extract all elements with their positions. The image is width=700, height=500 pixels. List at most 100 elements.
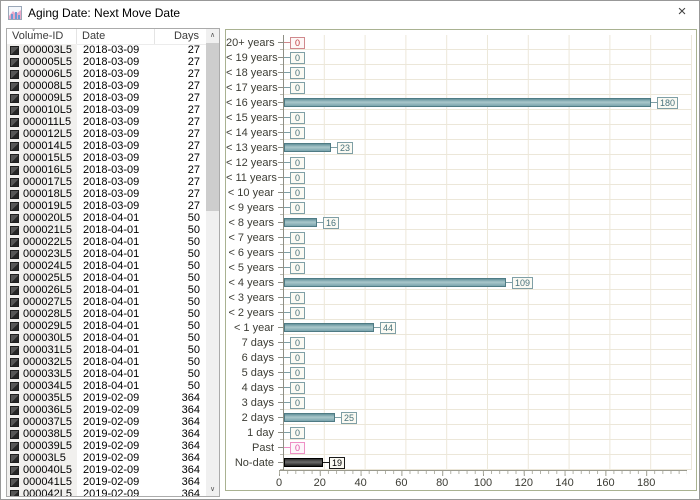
- table-row[interactable]: 000014L5 2018-03-09 27: [7, 140, 206, 152]
- table-row[interactable]: 000042L5 2019-02-09 364: [7, 488, 206, 496]
- table-row[interactable]: 000027L5 2018-04-01 50: [7, 296, 206, 308]
- date-value: 2018-04-01: [83, 212, 140, 224]
- y-axis-tick: [278, 50, 283, 65]
- days-value: 50: [187, 344, 200, 356]
- tape-cartridge-icon: [10, 465, 19, 475]
- table-row[interactable]: 000025L5 2018-04-01 50: [7, 272, 206, 284]
- table-row[interactable]: 000038L5 2019-02-09 364: [7, 428, 206, 440]
- chart-row: < 1 year 44: [226, 320, 696, 335]
- volume-id-value: 000022L5: [23, 236, 72, 248]
- volume-id-value: 000039L5: [23, 440, 72, 452]
- tape-cartridge-icon: [10, 405, 19, 415]
- bar-track: 16: [283, 215, 692, 230]
- table-row[interactable]: 000021L5 2018-04-01 50: [7, 224, 206, 236]
- bar[interactable]: [284, 218, 317, 227]
- table-row[interactable]: 000033L5 2018-04-01 50: [7, 368, 206, 380]
- chart-row: < 7 years 0: [226, 230, 696, 245]
- bar[interactable]: [284, 278, 506, 287]
- value-label: 0: [290, 126, 305, 139]
- table-row[interactable]: 000008L5 2018-03-09 27: [7, 80, 206, 92]
- category-label: 3 days: [241, 396, 274, 409]
- scrollbar-thumb[interactable]: [206, 43, 219, 211]
- value-connector: [284, 252, 290, 253]
- days-value: 364: [181, 488, 200, 496]
- scroll-up-icon[interactable]: ∧: [209, 32, 216, 39]
- bar[interactable]: [284, 98, 651, 107]
- value-label: 0: [290, 336, 305, 349]
- table-row[interactable]: 000031L5 2018-04-01 50: [7, 344, 206, 356]
- table-row[interactable]: 000026L5 2018-04-01 50: [7, 284, 206, 296]
- vertical-scrollbar[interactable]: ∧ ∨: [206, 29, 219, 496]
- days-value: 50: [187, 248, 200, 260]
- volume-id-cell: 000028L5: [7, 308, 77, 320]
- table-row[interactable]: 000024L5 2018-04-01 50: [7, 260, 206, 272]
- table-row[interactable]: 000041L5 2019-02-09 364: [7, 476, 206, 488]
- category-label: < 17 years: [226, 81, 278, 94]
- table-row[interactable]: 000011L5 2018-03-09 27: [7, 116, 206, 128]
- days-value: 50: [187, 332, 200, 344]
- table-row[interactable]: 000040L5 2019-02-09 364: [7, 464, 206, 476]
- bar[interactable]: [284, 458, 323, 467]
- scroll-down-icon[interactable]: ∨: [209, 486, 216, 493]
- category-label: < 5 years: [228, 261, 274, 274]
- table-row[interactable]: 000036L5 2019-02-09 364: [7, 404, 206, 416]
- y-axis-tick: [278, 440, 283, 455]
- table-row[interactable]: 000017L5 2018-03-09 27: [7, 176, 206, 188]
- table-row[interactable]: 000029L5 2018-04-01 50: [7, 320, 206, 332]
- table-row[interactable]: 000016L5 2018-03-09 27: [7, 164, 206, 176]
- y-axis-tick: [278, 365, 283, 380]
- volume-id-value: 000009L5: [23, 92, 72, 104]
- days-value: 364: [181, 404, 200, 416]
- table-row[interactable]: 000034L5 2018-04-01 50: [7, 380, 206, 392]
- date-value: 2018-03-09: [83, 200, 140, 212]
- bar[interactable]: [284, 323, 374, 332]
- table-row[interactable]: 000039L5 2019-02-09 364: [7, 440, 206, 452]
- table-row[interactable]: 000028L5 2018-04-01 50: [7, 308, 206, 320]
- table-row[interactable]: 000012L5 2018-03-09 27: [7, 128, 206, 140]
- volume-id-value: 000042L5: [23, 488, 72, 496]
- column-header-date[interactable]: Date: [77, 29, 155, 44]
- table-row[interactable]: 000015L5 2018-03-09 27: [7, 152, 206, 164]
- table-row[interactable]: 000035L5 2019-02-09 364: [7, 392, 206, 404]
- date-value: 2018-03-09: [83, 128, 140, 140]
- table-row[interactable]: 000032L5 2018-04-01 50: [7, 356, 206, 368]
- chart-row: < 14 years 0: [226, 125, 696, 140]
- days-value: 27: [187, 68, 200, 80]
- y-axis-tick: [278, 290, 283, 305]
- bar[interactable]: [284, 413, 335, 422]
- table-row[interactable]: 000003L5 2018-03-09 27: [7, 44, 206, 56]
- bar-track: 0: [283, 260, 692, 275]
- table-row[interactable]: 000022L5 2018-04-01 50: [7, 236, 206, 248]
- chart-row: < 6 years 0: [226, 245, 696, 260]
- value-connector: [284, 357, 290, 358]
- volume-id-cell: 000034L5: [7, 380, 77, 392]
- table-row[interactable]: 000010L5 2018-03-09 27: [7, 104, 206, 116]
- volume-id-value: 000015L5: [23, 152, 72, 164]
- table-row[interactable]: 000037L5 2019-02-09 364: [7, 416, 206, 428]
- table-row[interactable]: 000023L5 2018-04-01 50: [7, 248, 206, 260]
- table-row[interactable]: 000006L5 2018-03-09 27: [7, 68, 206, 80]
- x-axis: 0 20 40 60 80 100 120 140 160 180: [276, 470, 687, 490]
- table-row[interactable]: 000019L5 2018-03-09 27: [7, 200, 206, 212]
- table-row[interactable]: 00003L5 2019-02-09 364: [7, 452, 206, 464]
- value-label: 109: [512, 276, 534, 289]
- column-header-volume-id[interactable]: ∨ Volume-ID: [7, 29, 77, 44]
- tape-cartridge-icon: [10, 357, 19, 367]
- value-connector: [284, 387, 290, 388]
- date-value: 2019-02-09: [83, 488, 140, 496]
- table-row[interactable]: 000030L5 2018-04-01 50: [7, 332, 206, 344]
- volume-id-cell: 000019L5: [7, 200, 77, 212]
- days-value: 364: [181, 464, 200, 476]
- close-button[interactable]: ×: [677, 3, 687, 20]
- column-header-days[interactable]: Days: [155, 29, 219, 44]
- table-row[interactable]: 000005L5 2018-03-09 27: [7, 56, 206, 68]
- value-connector: [284, 402, 290, 403]
- bar-track: 0: [283, 425, 692, 440]
- bar[interactable]: [284, 143, 331, 152]
- category-label: < 3 years: [228, 291, 274, 304]
- chart-row: < 15 years 0: [226, 110, 696, 125]
- table-row[interactable]: 000009L5 2018-03-09 27: [7, 92, 206, 104]
- table-row[interactable]: 000020L5 2018-04-01 50: [7, 212, 206, 224]
- table-row[interactable]: 000018L5 2018-03-09 27: [7, 188, 206, 200]
- chart-row: 7 days 0: [226, 335, 696, 350]
